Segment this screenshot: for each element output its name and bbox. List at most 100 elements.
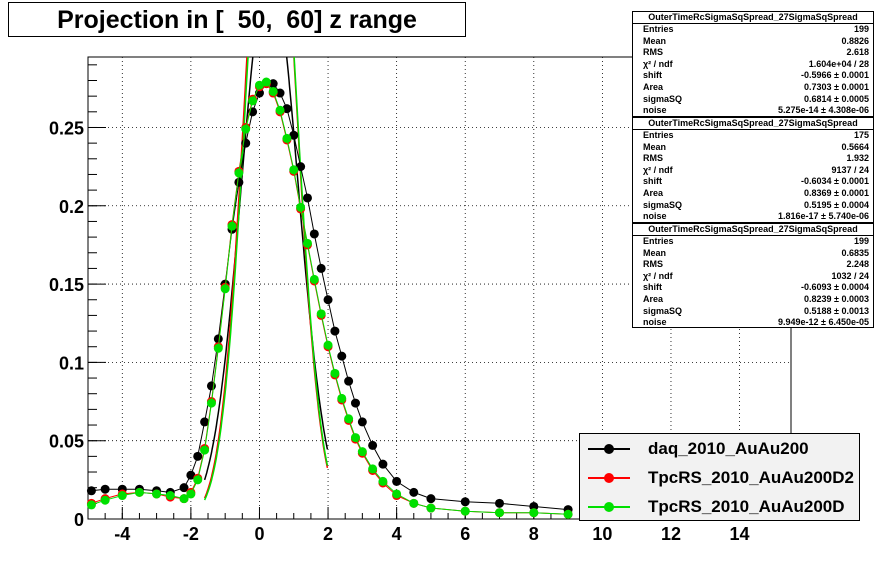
data-point	[357, 417, 367, 427]
stats-row: sigmaSQ 0.5188 ± 0.0013	[633, 306, 873, 318]
stats-name: RMS	[643, 47, 663, 58]
stats-row: RMS 1.932	[633, 153, 873, 165]
data-point	[100, 495, 110, 505]
stats-name: noise	[643, 211, 667, 222]
data-point	[206, 381, 216, 391]
data-point	[193, 475, 203, 485]
stats-row: Mean 0.5664	[633, 142, 873, 154]
stats-name: noise	[643, 105, 667, 116]
stats-name: Entries	[643, 130, 674, 140]
stats-title: OuterTimeRcSigmaSqSpread_27SigmaSqSpread	[633, 118, 873, 130]
stats-value: 5.275e-14 ± 4.308e-06	[777, 105, 869, 116]
fit-curve-2	[203, 57, 329, 501]
data-point	[86, 486, 96, 496]
stats-row: noise 9.949e-12 ± 6.450e-05	[633, 317, 873, 329]
stats-row: noise 1.816e-17 ± 5.740e-06	[633, 211, 873, 223]
data-point	[220, 284, 230, 294]
legend: daq_2010_AuAu200 TpcRS_2010_AuAu200D2 TpcR…	[579, 433, 860, 521]
legend-marker	[604, 502, 614, 512]
data-point	[282, 133, 292, 143]
data-point	[330, 368, 340, 378]
data-point	[152, 489, 162, 499]
data-point	[241, 124, 251, 134]
data-point	[344, 376, 354, 386]
data-point	[426, 503, 436, 513]
data-point	[86, 500, 96, 510]
data-point	[234, 168, 244, 178]
data-point	[337, 393, 347, 403]
data-point	[378, 459, 388, 469]
stats-value: 1.932	[846, 153, 869, 164]
x-tick-label: 14	[730, 524, 750, 544]
data-point	[350, 398, 360, 408]
legend-item: daq_2010_AuAu200	[588, 435, 858, 463]
data-point	[309, 274, 319, 284]
stats-title: OuterTimeRcSigmaSqSpread_27SigmaSqSpread	[633, 12, 873, 24]
stats-title: OuterTimeRcSigmaSqSpread_27SigmaSqSpread	[633, 224, 873, 236]
stats-row: noise 5.275e-14 ± 4.308e-06	[633, 105, 873, 117]
legend-label: TpcRS_2010_AuAu200D	[648, 497, 845, 516]
data-point	[200, 417, 210, 427]
data-point	[179, 494, 189, 504]
stats-row: Mean 0.6835	[633, 248, 873, 260]
data-point	[165, 491, 175, 501]
stats-name: Area	[643, 293, 664, 304]
stats-row: χ² / ndf 1032 / 24	[633, 271, 873, 283]
data-point	[392, 476, 402, 486]
data-point	[316, 263, 326, 273]
x-tick-label: 10	[592, 524, 612, 544]
stats-name: sigmaSQ	[643, 199, 683, 210]
data-point	[248, 96, 258, 106]
data-point	[323, 295, 333, 305]
stats-value: 0.5195 ± 0.0004	[804, 199, 869, 210]
stats-name: shift	[643, 282, 662, 293]
stats-row: χ² / ndf 9137 / 24	[633, 165, 873, 177]
stats-value: 0.8826	[841, 35, 869, 46]
stats-row: Entries 199	[633, 24, 873, 36]
stats-value: 9.949e-12 ± 6.450e-05	[777, 317, 869, 328]
stats-row: Entries 175	[633, 130, 873, 142]
x-tick-label: 8	[529, 524, 539, 544]
data-point	[378, 476, 388, 486]
stats-name: χ² / ndf	[643, 270, 673, 281]
stats-value: 0.6814 ± 0.0005	[804, 93, 869, 104]
data-point	[206, 398, 216, 408]
x-tick-label: 6	[460, 524, 470, 544]
data-point	[460, 506, 470, 516]
stats-value: -0.6034 ± 0.0001	[801, 176, 869, 187]
stats-row: Area 0.7303 ± 0.0001	[633, 82, 873, 94]
y-tick-label: 0.25	[49, 118, 84, 138]
stats-row: Area 0.8239 ± 0.0003	[633, 294, 873, 306]
data-point	[234, 177, 244, 187]
data-point	[268, 79, 278, 89]
stats-name: noise	[643, 317, 667, 328]
data-point	[330, 326, 340, 336]
stats-row: χ² / ndf 1.604e+04 / 28	[633, 59, 873, 71]
data-point	[227, 221, 237, 231]
data-point	[368, 440, 378, 450]
legend-label: TpcRS_2010_AuAu200D2	[648, 468, 854, 487]
data-point	[563, 509, 573, 519]
stats-box: OuterTimeRcSigmaSqSpread_27SigmaSqSpread…	[632, 11, 874, 117]
stats-name: shift	[643, 70, 662, 81]
data-point	[213, 343, 223, 353]
data-point	[200, 445, 210, 455]
data-point	[289, 130, 299, 140]
stats-name: Mean	[643, 35, 667, 46]
x-tick-label: -4	[114, 524, 130, 544]
data-point	[368, 464, 378, 474]
legend-item: TpcRS_2010_AuAu200D	[588, 493, 858, 521]
data-point	[186, 489, 196, 499]
data-point	[357, 447, 367, 457]
chart-title: Projection in [ 50, 60] z range	[57, 6, 417, 34]
y-tick-label: 0.1	[59, 353, 84, 373]
data-point	[460, 497, 470, 507]
data-point	[426, 494, 436, 504]
stats-row: sigmaSQ 0.6814 ± 0.0005	[633, 94, 873, 106]
data-point	[529, 508, 539, 518]
stats-name: Area	[643, 187, 664, 198]
data-point	[296, 162, 306, 172]
stats-row: shift -0.6034 ± 0.0001	[633, 176, 873, 188]
data-point	[193, 451, 203, 461]
stats-row: sigmaSQ 0.5195 ± 0.0004	[633, 200, 873, 212]
